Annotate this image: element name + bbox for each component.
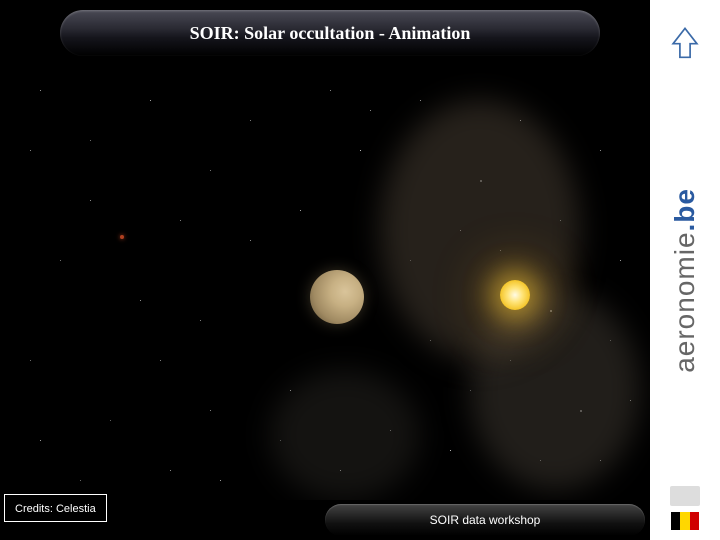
star: [170, 470, 171, 471]
title-bar: SOIR: Solar occultation - Animation: [60, 10, 600, 56]
star: [150, 100, 151, 101]
star: [250, 240, 251, 241]
right-sidebar: aeronomie.be: [650, 0, 720, 540]
star: [160, 360, 161, 361]
star: [30, 360, 31, 361]
star: [420, 100, 421, 101]
brand-main: aeronomie: [669, 231, 700, 372]
star: [30, 150, 31, 151]
star: [600, 150, 601, 151]
footer-bar: SOIR data workshop: [325, 504, 645, 536]
nebula: [380, 100, 580, 360]
mini-logo-icon: [670, 486, 700, 506]
star: [360, 150, 361, 151]
star: [200, 320, 201, 321]
star: [90, 140, 91, 141]
credits-box: Credits: Celestia: [4, 494, 107, 522]
star: [370, 110, 371, 111]
belgium-flag-icon: [671, 512, 699, 530]
star: [620, 260, 621, 261]
star: [60, 260, 61, 261]
animation-viewport: [0, 60, 650, 500]
star: [110, 420, 111, 421]
star: [40, 440, 41, 441]
slide: SOIR: Solar occultation - Animation Cred…: [0, 0, 720, 540]
slide-title: SOIR: Solar occultation - Animation: [190, 23, 471, 44]
star: [180, 220, 181, 221]
star: [140, 300, 141, 301]
star: [450, 450, 451, 451]
star: [90, 200, 91, 201]
star: [300, 210, 301, 211]
star: [40, 90, 41, 91]
star: [330, 90, 331, 91]
star: [210, 170, 211, 171]
sidebar-footer-logos: [650, 486, 720, 530]
sidebar-brand: aeronomie.be: [669, 188, 701, 373]
star: [220, 480, 221, 481]
planet-venus: [310, 270, 364, 324]
star: [210, 410, 211, 411]
nebula: [270, 370, 420, 500]
footer-label: SOIR data workshop: [430, 513, 541, 527]
red-star: [120, 235, 124, 239]
credits-label: Credits: Celestia: [15, 503, 96, 515]
brand-accent: .be: [669, 188, 700, 231]
star: [250, 120, 251, 121]
arrow-up-icon: [668, 25, 702, 59]
sun: [500, 280, 530, 310]
star: [80, 480, 81, 481]
